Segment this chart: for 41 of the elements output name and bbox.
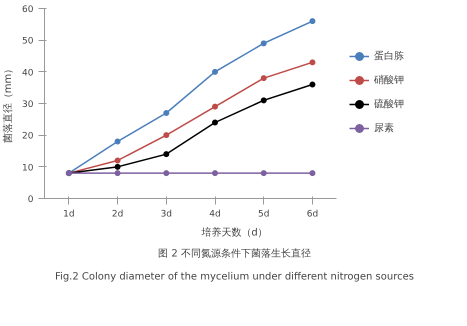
point xyxy=(114,164,121,170)
point xyxy=(212,104,218,110)
text: Fig.2 Colony diameter of the mycelium under different nitrogen sources xyxy=(55,272,414,282)
point xyxy=(212,120,218,126)
y-tick-label: 40 xyxy=(22,68,34,78)
point xyxy=(163,110,170,116)
point xyxy=(260,75,267,82)
legend-label: 硝酸钾 xyxy=(374,74,404,87)
point xyxy=(260,170,267,176)
point xyxy=(114,170,121,176)
y-tick-label: 60 xyxy=(22,5,34,15)
y-axis-title: 菌落直径（mm） xyxy=(2,64,14,144)
x-tick-label: 6d xyxy=(306,210,318,220)
point xyxy=(260,97,267,104)
x-tick-label: 3d xyxy=(160,210,172,220)
point xyxy=(309,59,316,66)
point xyxy=(114,138,121,144)
y-tick-label: 10 xyxy=(22,163,34,174)
legend-label: 硫酸钾 xyxy=(374,98,404,111)
y-tick-label: 30 xyxy=(22,100,34,110)
legend-label: 蛋白胨 xyxy=(374,50,404,63)
point xyxy=(309,82,316,88)
x-tick-label: 1d xyxy=(63,210,75,220)
x-tick-label: 4d xyxy=(209,210,221,220)
point xyxy=(163,132,170,138)
point xyxy=(260,40,267,46)
legend-label: 尿素 xyxy=(374,122,394,135)
point xyxy=(163,151,170,158)
point xyxy=(114,158,121,164)
y-tick-label: 50 xyxy=(22,36,34,47)
point xyxy=(309,18,316,24)
point xyxy=(163,170,170,176)
x-tick-label: 5d xyxy=(258,210,270,220)
point xyxy=(212,170,218,176)
x-tick-label: 2d xyxy=(112,210,124,220)
point xyxy=(309,170,316,176)
text: 图 2 不同氮源条件下菌落生长直径 xyxy=(158,248,311,260)
y-tick-label: 20 xyxy=(22,132,34,142)
x-axis-title: 培养天数（d） xyxy=(200,226,268,238)
point xyxy=(212,68,218,75)
y-tick-label: 0 xyxy=(28,195,34,205)
